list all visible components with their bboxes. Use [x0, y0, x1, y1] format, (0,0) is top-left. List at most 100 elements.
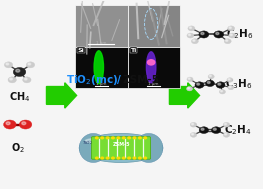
Circle shape [139, 157, 141, 159]
Text: 1 μm: 1 μm [96, 82, 107, 86]
Circle shape [207, 81, 210, 84]
Circle shape [28, 63, 31, 65]
Circle shape [195, 82, 204, 88]
Ellipse shape [134, 133, 163, 163]
Circle shape [122, 157, 125, 159]
Circle shape [8, 77, 16, 83]
Circle shape [144, 137, 146, 139]
Circle shape [106, 157, 109, 159]
Circle shape [227, 78, 233, 82]
Text: ZSM-5: ZSM-5 [122, 75, 159, 85]
Circle shape [230, 34, 232, 36]
Circle shape [209, 75, 211, 77]
Circle shape [188, 78, 190, 79]
FancyArrow shape [47, 83, 77, 108]
Circle shape [187, 33, 194, 38]
Ellipse shape [79, 133, 108, 163]
Text: C$_2$H$_6$: C$_2$H$_6$ [226, 28, 253, 41]
Text: 1 μm: 1 μm [96, 41, 107, 45]
Circle shape [106, 137, 109, 139]
Circle shape [24, 78, 27, 80]
Text: C$_2$H$_4$: C$_2$H$_4$ [224, 123, 252, 137]
Circle shape [13, 67, 26, 77]
Text: TiO$_2$: TiO$_2$ [82, 139, 93, 146]
Circle shape [95, 157, 98, 159]
Circle shape [214, 31, 224, 38]
Circle shape [26, 62, 35, 68]
Circle shape [201, 128, 204, 130]
Circle shape [6, 63, 9, 65]
Circle shape [191, 123, 194, 125]
Circle shape [205, 80, 214, 87]
Circle shape [221, 91, 222, 92]
Ellipse shape [146, 52, 156, 83]
Bar [75, 5, 128, 47]
Circle shape [189, 27, 191, 29]
Circle shape [201, 32, 204, 35]
Bar [128, 47, 180, 88]
Circle shape [229, 33, 236, 38]
Ellipse shape [94, 51, 104, 84]
Bar [128, 5, 180, 47]
Circle shape [219, 90, 225, 94]
Circle shape [197, 83, 200, 85]
Circle shape [186, 87, 193, 91]
Circle shape [199, 31, 209, 38]
Circle shape [133, 137, 136, 139]
Circle shape [188, 88, 190, 89]
Circle shape [144, 157, 146, 159]
Circle shape [228, 79, 230, 80]
Circle shape [216, 32, 219, 35]
FancyArrow shape [169, 83, 200, 108]
Circle shape [199, 127, 209, 133]
Text: C$_3$H$_6$: C$_3$H$_6$ [225, 77, 253, 91]
Circle shape [191, 133, 194, 135]
Circle shape [10, 78, 12, 80]
Circle shape [191, 39, 198, 44]
Circle shape [117, 137, 120, 139]
Circle shape [101, 157, 104, 159]
Circle shape [190, 132, 197, 137]
Circle shape [213, 128, 216, 130]
Text: 1 μm: 1 μm [149, 82, 159, 86]
Circle shape [128, 137, 130, 139]
Circle shape [95, 137, 98, 139]
Circle shape [139, 137, 141, 139]
Ellipse shape [79, 133, 163, 163]
Circle shape [23, 77, 31, 83]
Circle shape [22, 122, 26, 125]
Circle shape [188, 26, 195, 31]
Circle shape [117, 157, 120, 159]
Text: Ti: Ti [130, 48, 136, 53]
Circle shape [4, 120, 16, 129]
Circle shape [228, 26, 235, 31]
Circle shape [112, 157, 114, 159]
FancyBboxPatch shape [92, 137, 150, 159]
Circle shape [133, 157, 136, 159]
Ellipse shape [85, 138, 132, 144]
Circle shape [6, 122, 10, 125]
Circle shape [187, 77, 193, 81]
Circle shape [193, 40, 195, 41]
Circle shape [225, 133, 227, 135]
Circle shape [208, 74, 214, 79]
Circle shape [188, 34, 191, 36]
Circle shape [112, 137, 114, 139]
Text: CH$_4$: CH$_4$ [9, 90, 30, 104]
Circle shape [226, 40, 228, 41]
Circle shape [128, 157, 130, 159]
Circle shape [19, 120, 32, 129]
Circle shape [229, 27, 231, 29]
Circle shape [229, 86, 231, 88]
Text: O$_2$: O$_2$ [11, 141, 25, 155]
Circle shape [122, 137, 125, 139]
Circle shape [4, 62, 13, 68]
Circle shape [228, 85, 234, 90]
Text: Si: Si [78, 48, 85, 53]
Circle shape [148, 60, 155, 65]
Bar [75, 47, 128, 88]
Circle shape [16, 69, 20, 72]
Text: ZSM-5: ZSM-5 [112, 142, 130, 147]
Circle shape [223, 132, 230, 137]
Circle shape [218, 83, 221, 85]
